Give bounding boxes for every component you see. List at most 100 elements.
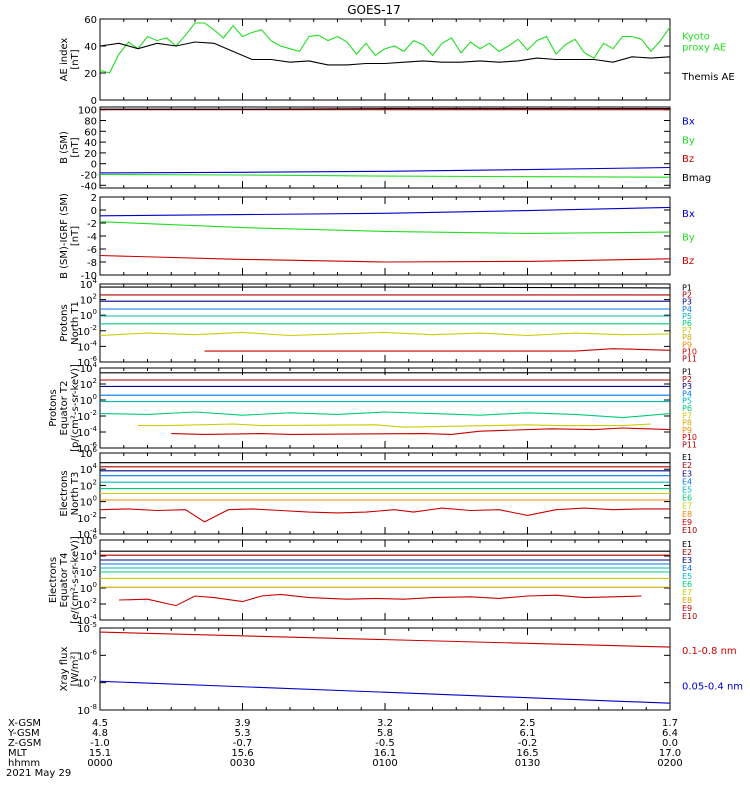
x-row-value: 17.0 bbox=[659, 748, 681, 759]
y-tick-label: 102 bbox=[80, 293, 97, 307]
x-row-value: 0200 bbox=[657, 758, 682, 769]
series-line-0-1-0-8-nm bbox=[99, 631, 671, 648]
legend-entry: E7 bbox=[682, 502, 692, 511]
x-row-value: -1.0 bbox=[90, 738, 110, 749]
series-line-p1 bbox=[100, 286, 671, 289]
legend-entry: P11 bbox=[682, 354, 697, 363]
legend-entry: P10 bbox=[682, 347, 697, 356]
legend-entry: E4 bbox=[682, 564, 692, 573]
legend-entry: P3 bbox=[682, 298, 692, 307]
legend-entry: E6 bbox=[682, 494, 692, 503]
x-row-value: 15.1 bbox=[89, 748, 111, 759]
date-label: 2021 May 29 bbox=[6, 768, 71, 779]
y-axis-label: ElectronsNorth T3 bbox=[59, 470, 81, 516]
y-tick-label: -6 bbox=[87, 245, 97, 256]
y-tick-label: 10-8 bbox=[77, 703, 97, 717]
y-tick-label: 20 bbox=[84, 149, 97, 160]
y-tick-label: 102 bbox=[80, 478, 97, 492]
series-line-bz bbox=[99, 254, 671, 263]
x-row-value: 3.2 bbox=[377, 718, 393, 729]
legend-entry: P4 bbox=[682, 305, 692, 314]
legend-entry: P6 bbox=[682, 319, 692, 328]
series-line-kyoto-proxy-ae bbox=[99, 22, 671, 74]
y-tick-label: 100 bbox=[80, 581, 97, 595]
y-tick-label: 20 bbox=[84, 69, 97, 80]
y-axis-label: ProtonsNorth T1 bbox=[59, 301, 81, 345]
legend-entry: E3 bbox=[682, 556, 692, 565]
panel-frame bbox=[99, 539, 671, 621]
x-row-value: 6.4 bbox=[662, 728, 678, 739]
y-tick-label: 0 bbox=[91, 96, 97, 107]
x-row-label: MLT bbox=[8, 748, 28, 759]
legend-entry: E7 bbox=[682, 588, 692, 597]
y-tick-label: 100 bbox=[80, 393, 97, 407]
y-tick-label: 40 bbox=[84, 138, 97, 149]
y-tick-label: -40 bbox=[81, 181, 97, 192]
x-row-value: 1.7 bbox=[662, 718, 678, 729]
series-line-bx bbox=[99, 166, 671, 174]
x-row-value: 16.5 bbox=[516, 748, 538, 759]
x-row-value: 0100 bbox=[372, 758, 397, 769]
x-row-value: 4.8 bbox=[92, 728, 108, 739]
y-tick-label: 106 bbox=[80, 533, 98, 547]
y-tick-label: 0 bbox=[91, 160, 97, 171]
y-tick-label: 104 bbox=[80, 549, 98, 563]
x-row-value: 16.1 bbox=[374, 748, 396, 759]
legend-entry: P9 bbox=[682, 340, 692, 349]
x-row-label: Y-GSM bbox=[7, 728, 40, 739]
y-tick-label: 104 bbox=[80, 277, 98, 291]
legend-entry: P8 bbox=[682, 333, 692, 342]
legend-entry: P1 bbox=[682, 368, 692, 377]
legend-entry: P9 bbox=[682, 426, 692, 435]
plot-title: GOES-17 bbox=[347, 3, 401, 17]
y-tick-label: 0 bbox=[91, 206, 97, 217]
legend-entry: E6 bbox=[682, 580, 692, 589]
legend-entry: P7 bbox=[682, 411, 692, 420]
series-line-p10 bbox=[171, 427, 671, 435]
legend-entry: E3 bbox=[682, 469, 692, 478]
legend-entry: 0.05-0.4 nm bbox=[682, 681, 743, 692]
legend-entry: By bbox=[682, 232, 695, 243]
x-row-value: 5.3 bbox=[235, 728, 251, 739]
x-row-label: X-GSM bbox=[8, 718, 41, 729]
y-tick-label: -4 bbox=[87, 232, 97, 243]
y-tick-label: -20 bbox=[81, 171, 97, 182]
series-line-themis-ae bbox=[99, 41, 671, 66]
legend-entry: Bmag bbox=[682, 173, 711, 184]
panel-frame bbox=[99, 627, 671, 711]
x-row-value: 15.6 bbox=[231, 748, 253, 759]
y-tick-label: 60 bbox=[84, 127, 97, 138]
y-tick-label: 60 bbox=[84, 15, 97, 26]
panel-frame bbox=[99, 196, 671, 276]
y-tick-label: 100 bbox=[80, 308, 97, 322]
legend-entry: P2 bbox=[682, 375, 692, 384]
legend-entry: P1 bbox=[682, 284, 692, 293]
legend-entry: Bz bbox=[682, 256, 694, 267]
legend-entry: P8 bbox=[682, 419, 692, 428]
series-line-bx bbox=[99, 206, 671, 217]
series-line-p6 bbox=[99, 411, 671, 419]
x-row-value: 0030 bbox=[230, 758, 255, 769]
y-tick-label: 10-5 bbox=[77, 621, 97, 635]
legend-entry: E8 bbox=[682, 510, 692, 519]
y-axis-label: B (SM)[nT] bbox=[59, 131, 81, 164]
legend-entry: P7 bbox=[682, 326, 692, 335]
x-row-label: hhmm bbox=[8, 758, 40, 769]
legend-entry: P5 bbox=[682, 312, 692, 321]
panel-3: -10 -8 -6 -4 -2 0 2 B (SM)-IGRF (SM)[nT] Bx By Bz bbox=[59, 193, 695, 282]
panel-1: 0 20 40 60 AE index[nT] Kyoto proxy AE Themis A… bbox=[59, 15, 735, 107]
series-line-p10 bbox=[204, 348, 671, 352]
legend-entry: P10 bbox=[682, 433, 697, 442]
legend-entry: E10 bbox=[682, 612, 697, 621]
y-tick-label: -8 bbox=[87, 258, 97, 269]
y-axis-label: Xray flux[W/m²] bbox=[59, 647, 81, 692]
y-tick-label: 80 bbox=[84, 117, 97, 128]
legend-entry: E2 bbox=[682, 461, 692, 470]
legend-entry: E5 bbox=[682, 572, 692, 581]
